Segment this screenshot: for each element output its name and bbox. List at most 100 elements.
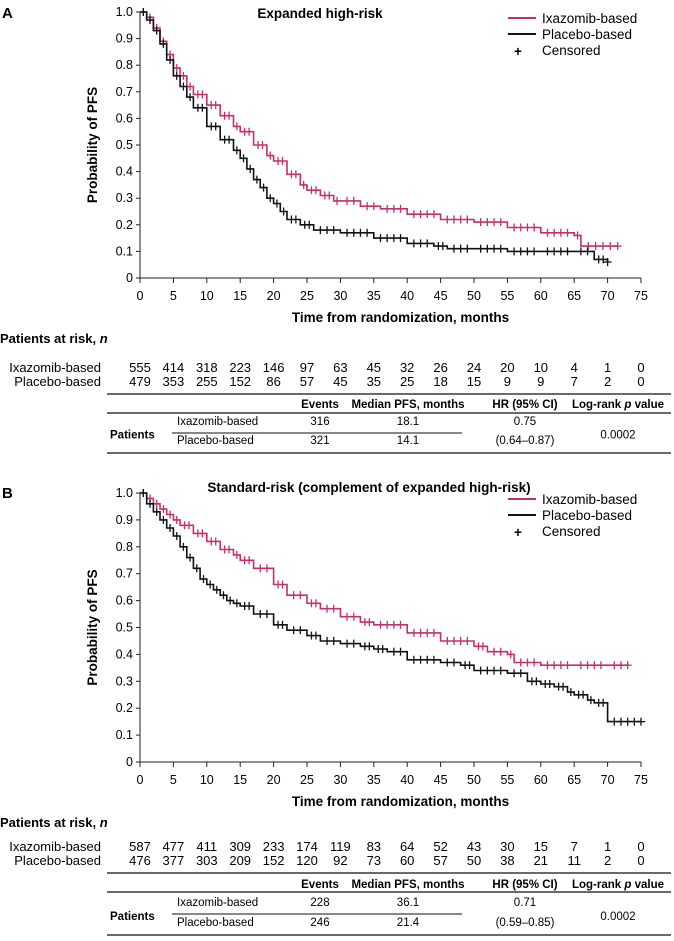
table-hr: 0.71 (514, 897, 536, 909)
risk-count: 92 (333, 853, 347, 868)
risk-count: 7 (571, 839, 578, 854)
table-median: 36.1 (397, 897, 419, 909)
x-tick-label: 0 (137, 773, 144, 787)
risk-count: 50 (467, 853, 481, 868)
risk-count: 52 (433, 839, 447, 854)
risk-count: 479 (129, 374, 151, 389)
x-tick-label: 65 (567, 773, 581, 787)
risk-count: 476 (129, 853, 151, 868)
table-ci: (0.64–0.87) (496, 435, 555, 447)
chart-title: Expanded high-risk (257, 6, 383, 21)
y-tick-label: 0 (126, 271, 133, 285)
x-tick-label: 0 (137, 289, 144, 303)
risk-count: 24 (467, 360, 481, 375)
y-tick-label: 0.5 (116, 138, 133, 152)
table-pvalue: 0.0002 (600, 911, 635, 923)
legend-label-ixazomib: Ixazomib-based (542, 11, 637, 26)
table-events: 316 (310, 416, 329, 428)
risk-count: 2 (604, 374, 611, 389)
x-axis-label: Time from randomization, months (292, 794, 509, 809)
risk-count: 43 (467, 839, 481, 854)
table-header-logrank: Log-rank p value (572, 399, 664, 411)
risk-count: 119 (330, 839, 351, 854)
x-tick-label: 45 (434, 289, 448, 303)
x-tick-label: 60 (534, 289, 548, 303)
risk-count: 60 (400, 853, 414, 868)
risk-count: 303 (196, 853, 218, 868)
risk-count: 25 (400, 374, 414, 389)
legend-label-ixazomib: Ixazomib-based (542, 492, 637, 507)
risk-count: 411 (196, 839, 217, 854)
risk-count: 587 (129, 839, 151, 854)
table-header-hr: HR (95% CI) (492, 399, 557, 411)
risk-count: 86 (266, 374, 280, 389)
risk-count: 57 (433, 853, 447, 868)
table-header-logrank: Log-rank p value (572, 879, 664, 891)
risk-count: 477 (163, 839, 185, 854)
table-header-logrank-part: p (623, 399, 631, 411)
y-tick-label: 0.8 (116, 58, 133, 72)
x-tick-label: 55 (500, 289, 514, 303)
x-tick-label: 10 (200, 773, 214, 787)
risk-count: 152 (229, 374, 251, 389)
y-tick-label: 0.6 (116, 594, 133, 608)
y-tick-label: 0.8 (116, 540, 133, 554)
risk-count: 414 (163, 360, 185, 375)
table-header-events: Events (301, 399, 339, 411)
panel-letter: B (2, 485, 13, 502)
y-tick-label: 0 (126, 755, 133, 769)
censored-plus-icon: + (514, 44, 522, 59)
risk-count: 20 (500, 360, 514, 375)
risk-count: 38 (500, 853, 514, 868)
risk-count: 555 (129, 360, 151, 375)
y-tick-label: 0.9 (116, 513, 133, 527)
legend-label-placebo: Placebo-based (542, 508, 632, 523)
y-tick-label: 0.6 (116, 111, 133, 125)
risk-count: 146 (263, 360, 285, 375)
risk-count: 10 (534, 360, 548, 375)
x-tick-label: 30 (333, 289, 347, 303)
risk-count: 0 (637, 360, 644, 375)
table-row-label: Ixazomib-based (177, 897, 258, 909)
risk-table-header-n: n (100, 815, 108, 830)
risk-count: 9 (537, 374, 544, 389)
risk-count: 45 (367, 360, 381, 375)
table-median: 21.4 (397, 917, 420, 929)
y-tick-label: 0.3 (116, 674, 133, 688)
x-tick-label: 30 (333, 773, 347, 787)
chart-title: Standard-risk (complement of expanded hi… (207, 480, 530, 495)
risk-row-label: Ixazomib-based (9, 839, 101, 854)
risk-count: 26 (433, 360, 447, 375)
table-header-median: Median PFS, months (351, 879, 464, 891)
table-header-logrank-part: Log-rank (572, 879, 624, 891)
risk-count: 15 (534, 839, 548, 854)
risk-count: 18 (433, 374, 447, 389)
y-tick-label: 0.1 (116, 244, 133, 258)
x-tick-label: 35 (367, 289, 381, 303)
table-header-median: Median PFS, months (351, 399, 464, 411)
table-events: 228 (310, 897, 329, 909)
risk-count: 174 (296, 839, 318, 854)
risk-count: 223 (229, 360, 251, 375)
km-curve-placebo (140, 11, 609, 262)
panel-a: A Expanded high-risk 0 0.1 0.2 0.3 0.4 0.5 0.6 0.… (0, 5, 671, 454)
legend-label-placebo: Placebo-based (542, 27, 632, 42)
x-tick-label: 25 (300, 289, 314, 303)
x-tick-label: 55 (500, 773, 514, 787)
x-tick-label: 10 (200, 289, 214, 303)
x-tick-label: 25 (300, 773, 314, 787)
x-tick-label: 75 (634, 289, 648, 303)
risk-count: 1 (604, 839, 611, 854)
risk-count: 9 (504, 374, 511, 389)
table-events: 246 (310, 917, 329, 929)
table-header-hr: HR (95% CI) (492, 879, 557, 891)
table-median: 18.1 (397, 416, 419, 428)
legend-label-censored: Censored (542, 524, 601, 539)
table-events: 321 (310, 435, 329, 447)
x-tick-label: 50 (467, 289, 481, 303)
risk-count: 21 (534, 853, 548, 868)
x-tick-label: 50 (467, 773, 481, 787)
risk-table-header: Patients at risk, n (0, 331, 108, 346)
risk-count: 97 (300, 360, 314, 375)
x-tick-label: 40 (400, 289, 414, 303)
